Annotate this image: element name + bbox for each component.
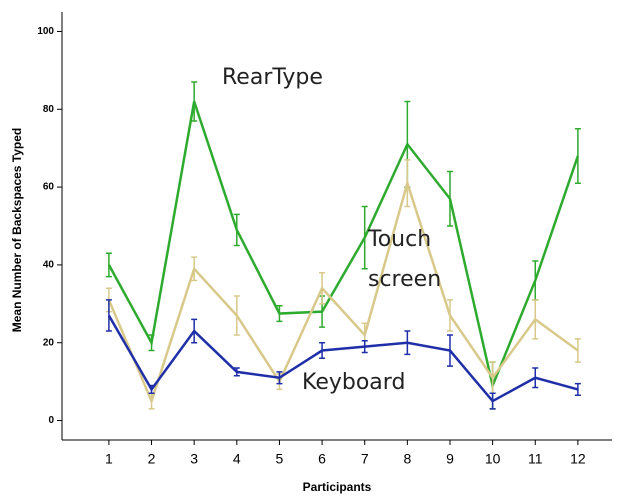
error-bar xyxy=(404,159,411,208)
error-bar xyxy=(319,271,326,305)
error-bar xyxy=(574,338,581,363)
y-tick-label: 80 xyxy=(43,104,55,115)
y-tick-label: 0 xyxy=(48,415,54,426)
x-axis-label: Participants xyxy=(303,480,372,494)
series-label: RearType xyxy=(222,65,323,90)
error-bar xyxy=(276,371,283,385)
error-bar xyxy=(105,252,112,278)
error-bar xyxy=(532,260,539,301)
series-line xyxy=(107,178,579,405)
error-bar xyxy=(276,305,283,323)
x-tick-label: 3 xyxy=(190,451,198,467)
error-bar xyxy=(148,334,155,352)
series-label: Touch screen xyxy=(368,227,442,292)
x-tick-label: 10 xyxy=(485,451,501,467)
error-bar xyxy=(105,299,112,332)
y-axis-label: Mean Number of Backspaces Typed xyxy=(10,128,24,333)
error-bar xyxy=(404,330,411,356)
error-bar xyxy=(489,392,496,410)
series-label: Keyboard xyxy=(302,370,406,395)
error-bar xyxy=(446,299,453,332)
x-tick-label: 1 xyxy=(105,451,113,467)
x-tick-label: 5 xyxy=(276,451,284,467)
error-bar xyxy=(233,367,240,377)
error-bar xyxy=(191,256,198,282)
error-bar xyxy=(446,170,453,227)
x-tick-label: 4 xyxy=(233,451,241,467)
y-tick-label: 60 xyxy=(43,182,55,193)
series-line xyxy=(107,101,580,390)
error-bar xyxy=(532,299,539,340)
error-bar xyxy=(233,213,240,247)
series-line xyxy=(107,314,579,403)
error-bar xyxy=(574,382,581,397)
x-tick-label: 9 xyxy=(446,451,454,467)
x-tick-label: 2 xyxy=(148,451,156,467)
x-tick-label: 12 xyxy=(570,451,586,467)
error-bar xyxy=(191,81,198,122)
y-tick-label: 100 xyxy=(37,26,54,37)
y-tick-label: 40 xyxy=(43,260,55,271)
error-bar xyxy=(361,205,368,270)
x-tick-label: 11 xyxy=(528,451,543,467)
error-bar xyxy=(446,334,453,367)
x-tick-label: 6 xyxy=(318,451,326,467)
error-bar xyxy=(532,367,539,389)
error-bar xyxy=(233,295,240,336)
error-bar xyxy=(361,340,368,354)
error-bar xyxy=(191,318,198,344)
error-bar xyxy=(148,384,155,395)
y-tick-label: 20 xyxy=(43,337,55,348)
x-tick-label: 7 xyxy=(361,451,369,467)
error-bar xyxy=(319,341,326,360)
error-bar xyxy=(574,127,581,184)
x-tick-label: 8 xyxy=(403,451,411,467)
